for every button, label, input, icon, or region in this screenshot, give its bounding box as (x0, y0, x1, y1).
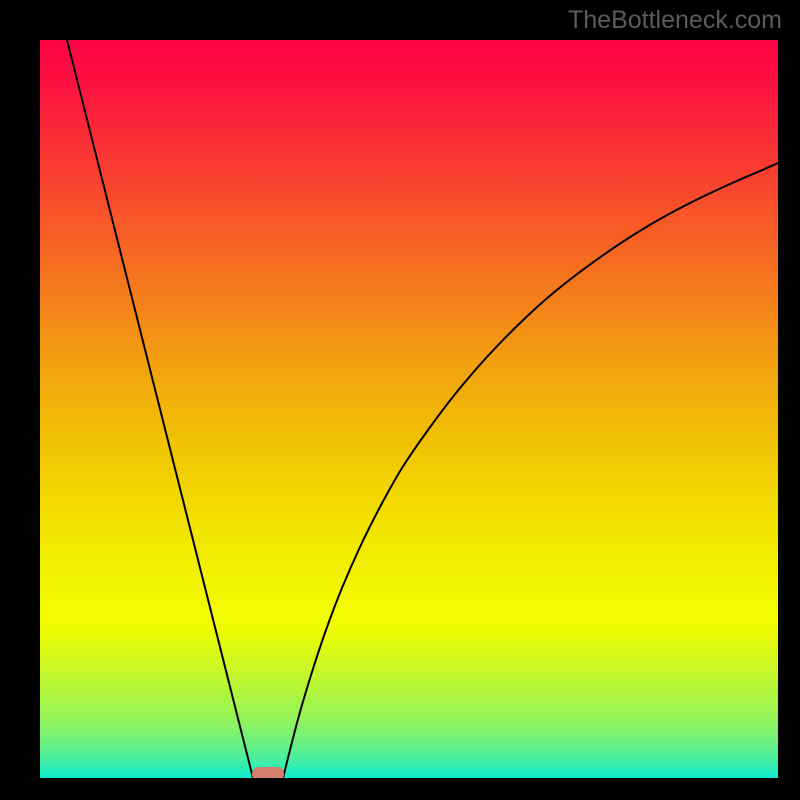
watermark-text: TheBottleneck.com (568, 6, 782, 35)
plot-area (40, 40, 778, 778)
chart-frame: TheBottleneck.com (0, 0, 800, 800)
optimum-marker (252, 767, 284, 778)
bottleneck-curve (40, 40, 778, 778)
